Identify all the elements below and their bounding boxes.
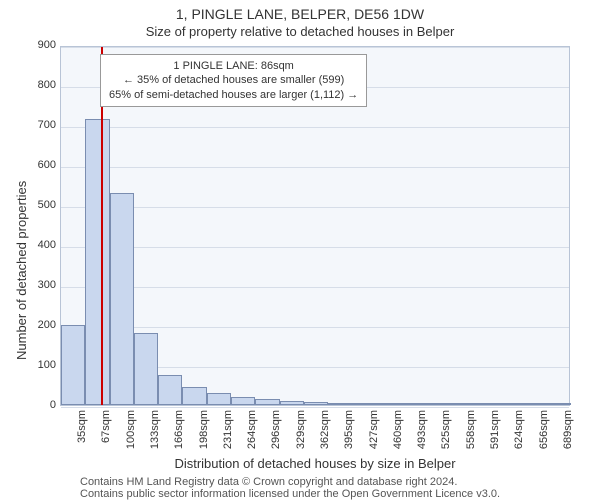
annotation-box: 1 PINGLE LANE: 86sqm ← 35% of detached h…: [100, 54, 367, 107]
gridline: [61, 127, 569, 128]
x-tick-label: 198sqm: [198, 410, 210, 460]
y-tick-label: 600: [22, 159, 56, 171]
footer-line2: Contains public sector information licen…: [80, 488, 500, 500]
chart-title: 1, PINGLE LANE, BELPER, DE56 1DW: [0, 0, 600, 22]
gridline: [61, 327, 569, 328]
x-tick-label: 493sqm: [416, 410, 428, 460]
y-tick-label: 200: [22, 319, 56, 331]
chart-container: 1, PINGLE LANE, BELPER, DE56 1DW Size of…: [0, 0, 600, 500]
gridline: [61, 407, 569, 408]
x-tick-label: 558sqm: [465, 410, 477, 460]
x-tick-label: 35sqm: [76, 410, 88, 460]
x-tick-label: 166sqm: [173, 410, 185, 460]
histogram-bar: [280, 401, 304, 405]
y-tick-label: 0: [22, 399, 56, 411]
histogram-bar: [401, 403, 425, 405]
histogram-bar: [377, 403, 401, 405]
gridline: [61, 247, 569, 248]
annotation-line1: 1 PINGLE LANE: 86sqm: [109, 59, 358, 73]
x-tick-label: 362sqm: [319, 410, 331, 460]
histogram-bar: [255, 399, 279, 405]
x-tick-label: 67sqm: [100, 410, 112, 460]
histogram-bar: [547, 403, 571, 405]
histogram-bar: [522, 403, 546, 405]
x-tick-label: 231sqm: [222, 410, 234, 460]
y-tick-label: 500: [22, 199, 56, 211]
histogram-bar: [85, 119, 109, 405]
gridline: [61, 207, 569, 208]
x-tick-label: 427sqm: [368, 410, 380, 460]
y-tick-label: 400: [22, 239, 56, 251]
histogram-bar: [61, 325, 85, 405]
histogram-bar: [425, 403, 449, 405]
x-tick-label: 525sqm: [440, 410, 452, 460]
y-tick-label: 700: [22, 119, 56, 131]
x-tick-label: 296sqm: [270, 410, 282, 460]
footer-line1: Contains HM Land Registry data © Crown c…: [80, 476, 457, 488]
gridline: [61, 47, 569, 48]
histogram-bar: [450, 403, 474, 405]
annotation-line2: ← 35% of detached houses are smaller (59…: [109, 73, 358, 87]
histogram-bar: [182, 387, 206, 405]
x-tick-label: 395sqm: [343, 410, 355, 460]
chart-subtitle: Size of property relative to detached ho…: [0, 22, 600, 39]
y-tick-label: 800: [22, 79, 56, 91]
histogram-bar: [498, 403, 522, 405]
histogram-bar: [231, 397, 255, 405]
y-tick-label: 900: [22, 39, 56, 51]
x-tick-label: 460sqm: [392, 410, 404, 460]
x-tick-label: 656sqm: [538, 410, 550, 460]
annotation-line3: 65% of semi-detached houses are larger (…: [109, 88, 358, 102]
gridline: [61, 167, 569, 168]
histogram-bar: [207, 393, 231, 405]
gridline: [61, 287, 569, 288]
histogram-bar: [352, 403, 376, 405]
x-tick-label: 100sqm: [125, 410, 137, 460]
y-tick-label: 300: [22, 279, 56, 291]
histogram-bar: [474, 403, 498, 405]
x-tick-label: 133sqm: [149, 410, 161, 460]
x-tick-label: 591sqm: [489, 410, 501, 460]
x-tick-label: 329sqm: [295, 410, 307, 460]
y-tick-label: 100: [22, 359, 56, 371]
histogram-bar: [110, 193, 134, 405]
x-tick-label: 624sqm: [513, 410, 525, 460]
histogram-bar: [134, 333, 158, 405]
x-tick-label: 264sqm: [246, 410, 258, 460]
histogram-bar: [304, 402, 328, 405]
x-tick-label: 689sqm: [562, 410, 574, 460]
histogram-bar: [158, 375, 182, 405]
histogram-bar: [328, 403, 352, 405]
